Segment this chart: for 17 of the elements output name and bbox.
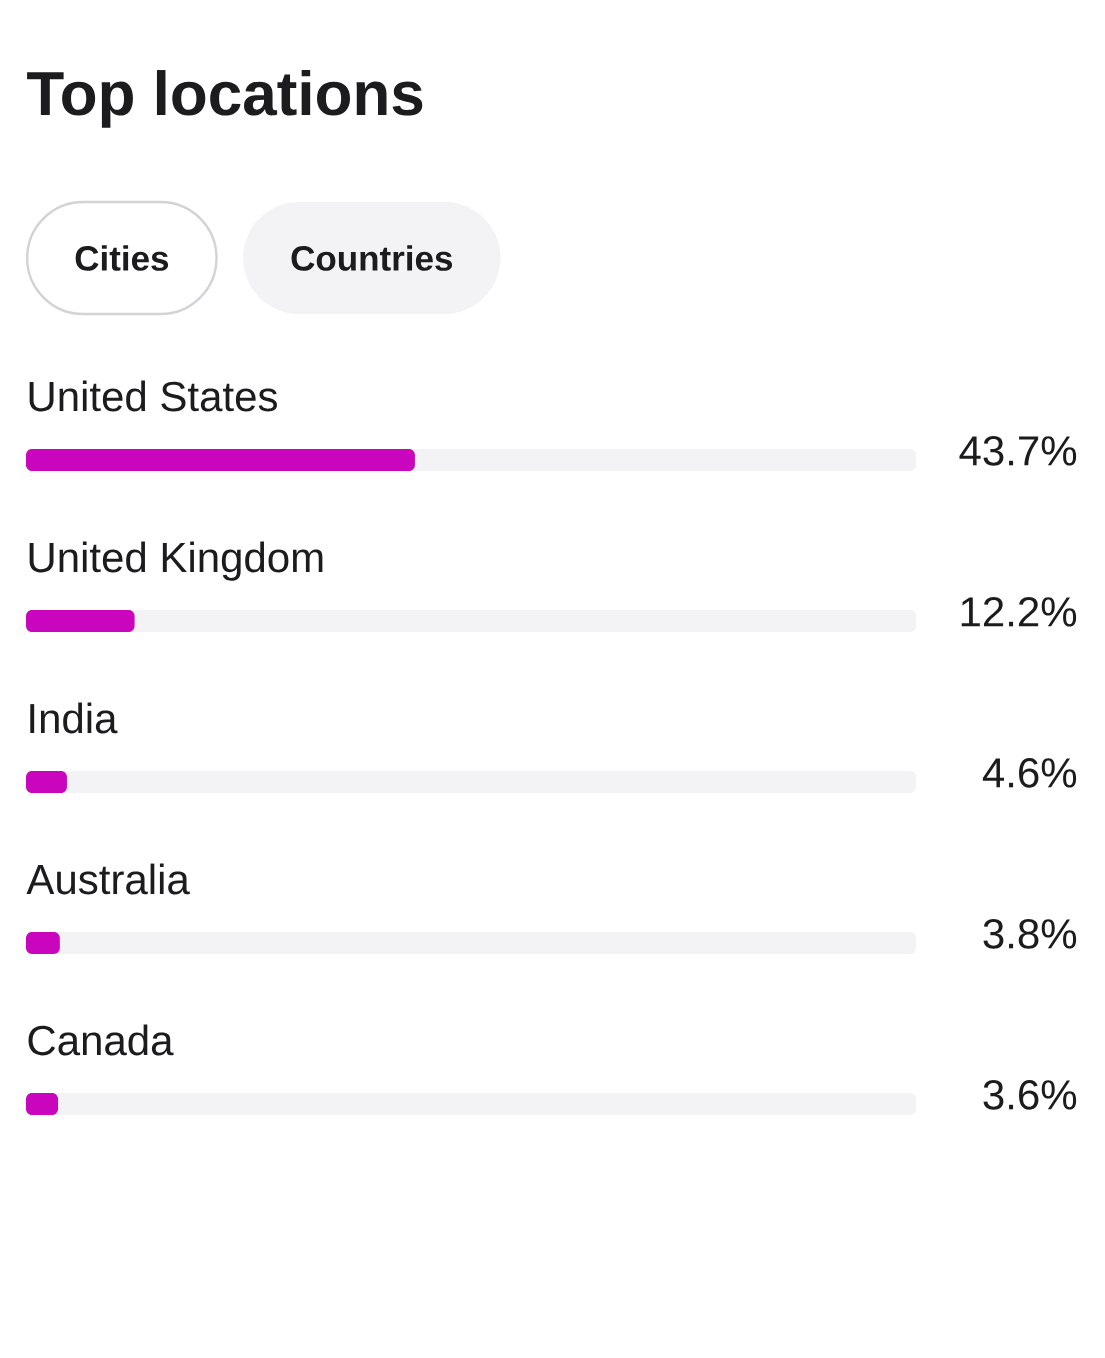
y-tick-label: Canada xyxy=(28,1024,174,1056)
text: Countries xyxy=(291,245,453,271)
bar xyxy=(26,771,67,794)
bar xyxy=(26,932,60,955)
bar xyxy=(26,1093,59,1116)
y-tick-label: United States xyxy=(29,380,277,412)
text: Cities xyxy=(75,245,169,271)
y-tick-label: Australia xyxy=(26,863,190,895)
data-label: 3.6% xyxy=(983,1079,1077,1110)
data-label: 4.6% xyxy=(982,757,1077,788)
data-label: 12.2% xyxy=(961,596,1077,627)
bar xyxy=(26,610,135,633)
data-label: 3.8% xyxy=(983,918,1077,949)
y-tick-label: India xyxy=(30,702,118,734)
y-tick-label: United Kingdom xyxy=(29,541,323,581)
data-label: 43.7% xyxy=(959,435,1077,466)
chart-title: Top locations xyxy=(27,70,423,128)
